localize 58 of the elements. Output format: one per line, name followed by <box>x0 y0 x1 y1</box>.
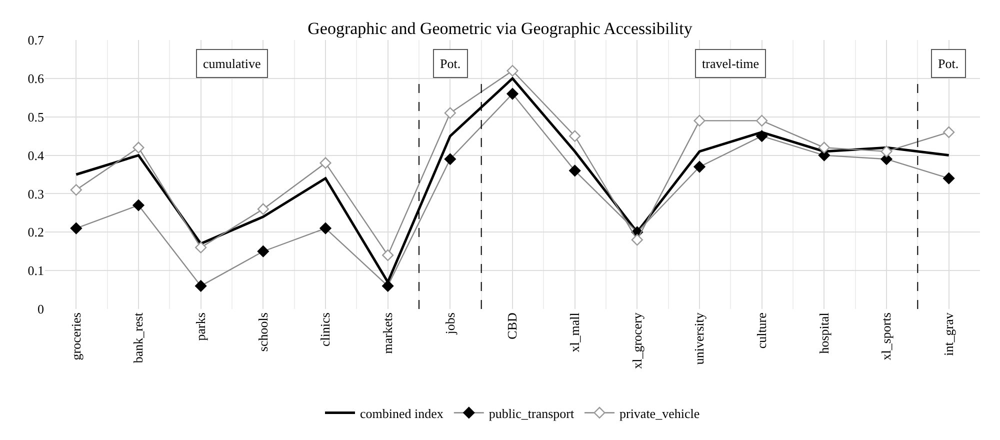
x-tick-label: groceries <box>68 312 84 360</box>
y-tick-label: 0.4 <box>28 148 44 163</box>
y-tick-label: 0.6 <box>28 70 44 86</box>
x-tick-label: parks <box>193 312 208 341</box>
point <box>382 249 394 261</box>
x-tick-label: xl_grocery <box>629 312 644 369</box>
annotation: Pot. <box>938 56 959 71</box>
y-tick-label: 0.2 <box>28 224 44 240</box>
point <box>132 142 144 154</box>
y-tick-label: 0.7 <box>28 32 44 48</box>
point <box>444 107 456 119</box>
x-tick-label: markets <box>380 312 396 354</box>
point <box>818 142 830 154</box>
point <box>756 130 768 142</box>
x-tick-label: xl_mall <box>567 312 582 352</box>
point <box>631 234 643 246</box>
point <box>880 146 892 158</box>
x-tick-label: schools <box>255 312 270 352</box>
point <box>320 157 332 169</box>
legend-label: public_transport <box>488 406 574 421</box>
point <box>694 114 706 126</box>
point <box>382 280 394 292</box>
point <box>444 153 456 165</box>
point <box>320 222 332 234</box>
point <box>257 246 269 258</box>
point <box>506 88 518 100</box>
point <box>132 199 144 212</box>
y-tick-label: 0 <box>38 302 44 317</box>
y-tick-label: 0.5 <box>28 109 44 124</box>
y-tick-label: 0.1 <box>28 263 44 278</box>
annotation: Pot. <box>440 56 461 71</box>
point <box>756 114 768 126</box>
x-tick-label: hospital <box>816 312 832 354</box>
x-tick-label: university <box>692 312 707 365</box>
point <box>569 130 581 142</box>
legend-label: private_vehicle <box>619 406 700 421</box>
x-tick-label: jobs <box>442 312 458 336</box>
point <box>70 222 82 234</box>
annotation: cumulative <box>203 56 261 71</box>
point <box>569 164 581 176</box>
chart-title: Geographic and Geometric via Geographic Accessibility <box>308 18 693 38</box>
point <box>257 203 269 215</box>
point <box>195 242 207 254</box>
annotation: travel-time <box>702 56 760 71</box>
point <box>506 64 518 77</box>
x-tick-label: CBD <box>504 312 520 340</box>
point <box>943 126 955 138</box>
x-tick-label: int_grav <box>941 312 956 356</box>
x-tick-label: clinics <box>318 312 333 347</box>
point <box>943 172 955 184</box>
legend-label: combined index <box>360 406 444 421</box>
point <box>694 161 706 173</box>
y-tick-label: 0.3 <box>28 186 44 202</box>
x-tick-label: bank_rest <box>130 312 146 364</box>
x-tick-label: culture <box>754 312 770 349</box>
x-tick-label: xl_sports <box>878 312 894 360</box>
point <box>195 280 207 292</box>
point <box>70 184 82 196</box>
